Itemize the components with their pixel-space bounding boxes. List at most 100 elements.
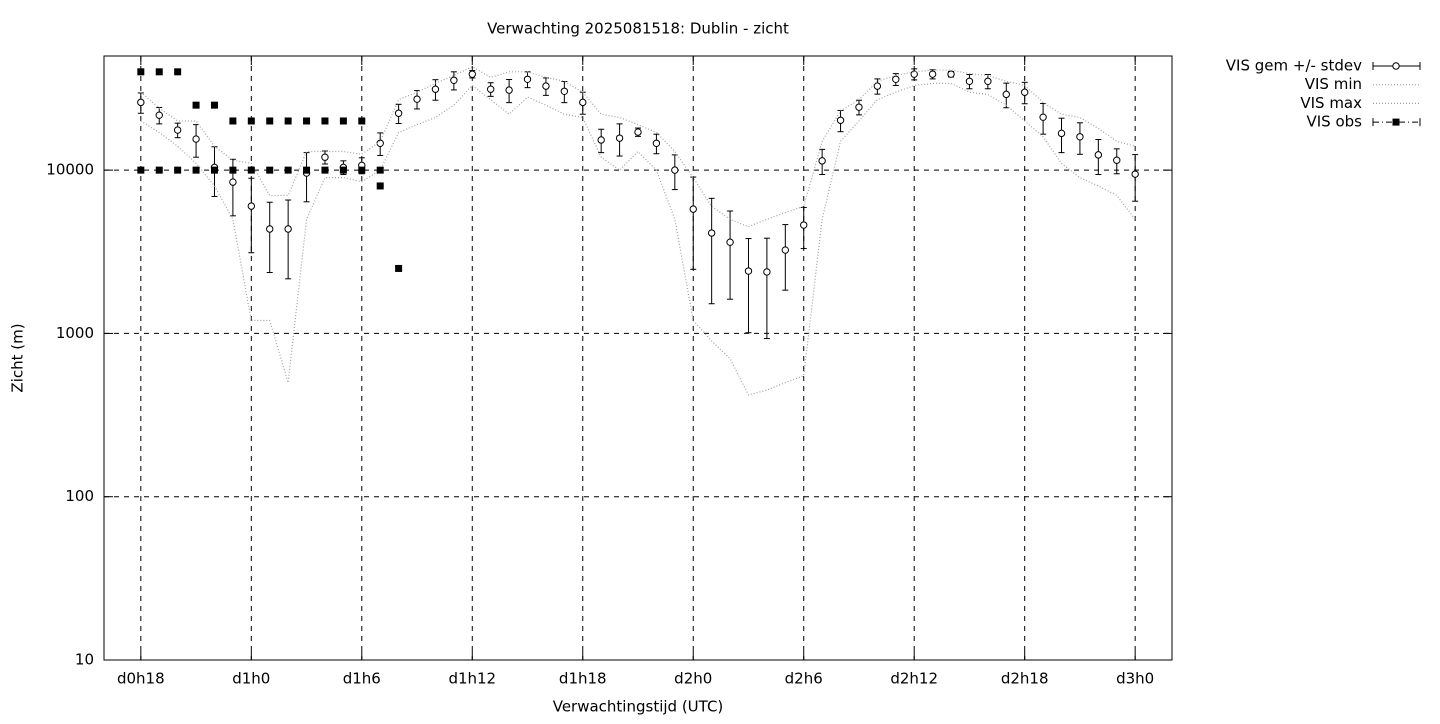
error-bar — [727, 210, 734, 300]
legend-label: VIS obs — [1307, 113, 1363, 131]
mean-point — [800, 221, 808, 229]
obs-point — [339, 117, 347, 125]
mean-point — [321, 153, 329, 161]
mean-point — [1076, 133, 1084, 141]
mean-point — [726, 238, 734, 246]
mean-point — [394, 109, 403, 117]
obs-point — [321, 117, 329, 125]
mean-point — [1094, 151, 1103, 159]
obs-point — [284, 117, 292, 125]
obs-point — [229, 166, 237, 174]
mean-point — [284, 225, 292, 233]
mean-point — [1020, 88, 1029, 96]
mean-point — [652, 139, 661, 147]
mean-point — [413, 95, 421, 103]
mean-point — [984, 77, 992, 85]
x-tick-label: d2h12 — [890, 670, 938, 688]
legend-sample — [1392, 62, 1400, 70]
error-bar — [782, 224, 789, 291]
mean-point — [450, 76, 458, 84]
mean-point — [1113, 156, 1121, 164]
obs-point — [339, 166, 347, 174]
mean-point — [579, 98, 587, 107]
mean-point — [873, 82, 882, 90]
obs-point — [155, 166, 163, 174]
x-axis-label: Verwachtingstijd (UTC) — [553, 698, 724, 716]
mean-point — [763, 268, 771, 276]
mean-point — [560, 87, 569, 95]
mean-point — [173, 126, 182, 134]
mean-point — [781, 246, 790, 254]
mean-point — [928, 70, 937, 78]
obs-point — [155, 68, 163, 76]
mean-point — [597, 136, 605, 144]
mean-point — [634, 128, 642, 136]
obs-point — [266, 166, 274, 174]
mean-point — [836, 116, 845, 124]
mean-point — [192, 135, 200, 143]
obs-point — [247, 117, 255, 125]
x-tick-label: d1h18 — [559, 670, 607, 688]
obs-point — [174, 68, 182, 76]
legend-label: VIS min — [1305, 75, 1362, 93]
mean-point — [266, 225, 274, 233]
mean-point — [744, 267, 753, 275]
obs-point — [192, 166, 200, 174]
mean-point — [505, 86, 513, 94]
mean-point — [542, 82, 550, 90]
obs-point — [266, 117, 274, 125]
obs-point — [229, 117, 237, 125]
x-tick-label: d2h18 — [1001, 670, 1049, 688]
chart-title: Verwachting 2025081518: Dublin - zicht — [487, 20, 789, 38]
legend-label: VIS max — [1300, 94, 1362, 112]
obs-point — [174, 166, 182, 174]
y-axis-label: Zicht (m) — [9, 323, 27, 392]
x-tick-label: d2h6 — [785, 670, 823, 688]
error-bar — [745, 238, 752, 334]
x-tick-label: d3h0 — [1116, 670, 1154, 688]
error-bar — [708, 197, 715, 305]
mean-point — [523, 75, 532, 83]
mean-point — [671, 166, 679, 174]
mean-point — [468, 70, 476, 78]
mean-point — [615, 134, 624, 142]
obs-point — [376, 166, 384, 174]
obs-point — [321, 166, 329, 174]
mean-point — [137, 98, 145, 107]
x-tick-label: d1h6 — [343, 670, 381, 688]
obs-point — [395, 264, 403, 272]
error-bar — [266, 201, 273, 274]
mean-point — [910, 70, 918, 78]
mean-point — [247, 202, 256, 210]
error-bar — [1132, 154, 1139, 202]
obs-point — [303, 117, 311, 125]
error-bar — [763, 237, 770, 340]
mean-point — [947, 70, 955, 78]
mean-point — [892, 75, 900, 83]
mean-point — [486, 85, 495, 93]
mean-point — [855, 103, 863, 111]
mean-point — [689, 205, 697, 213]
y-tick-label: 10 — [75, 651, 94, 669]
mean-point — [1039, 113, 1047, 121]
plot-frame — [103, 55, 1173, 661]
legend-sample — [1392, 118, 1400, 126]
mean-point — [965, 77, 974, 85]
obs-point — [376, 182, 384, 190]
x-tick-label: d0h18 — [117, 670, 165, 688]
legend-label: VIS gem +/- stdev — [1226, 57, 1362, 75]
obs-point — [210, 101, 218, 109]
obs-point — [247, 166, 255, 174]
obs-point — [210, 166, 218, 174]
y-tick-label: 1000 — [56, 324, 94, 342]
mean-point — [707, 229, 716, 237]
mean-point — [431, 85, 440, 93]
mean-point — [229, 178, 237, 186]
mean-point — [1002, 90, 1010, 99]
y-tick-label: 100 — [65, 487, 94, 505]
obs-point — [358, 117, 366, 125]
obs-point — [192, 101, 200, 109]
error-bar — [248, 177, 255, 254]
